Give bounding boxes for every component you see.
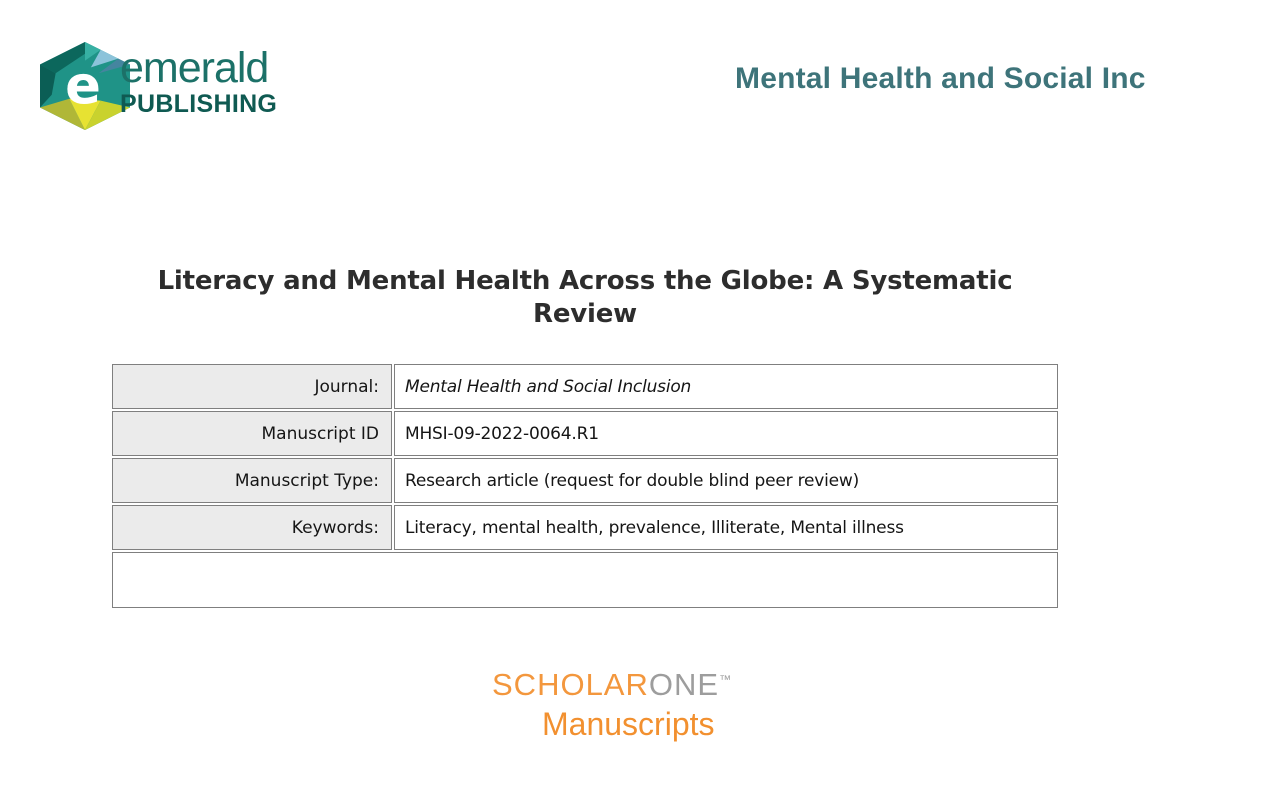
table-row-keywords: Keywords: Literacy, mental health, preva… [112, 505, 1058, 550]
table-row-manuscript-type: Manuscript Type: Research article (reque… [112, 458, 1058, 503]
emerald-publishing-logo-icon: e [40, 41, 130, 131]
manuscript-title-line2: Review [533, 299, 637, 329]
manuscript-type-label: Manuscript Type: [112, 458, 392, 503]
trademark-symbol: ™ [719, 672, 732, 687]
keywords-label: Keywords: [112, 505, 392, 550]
table-row-journal: Journal: Mental Health and Social Inclus… [112, 364, 1058, 409]
publisher-name: emerald [120, 44, 269, 92]
manuscript-type-value: Research article (request for double bli… [394, 458, 1058, 503]
table-row-manuscript-id: Manuscript ID MHSI-09-2022-0064.R1 [112, 411, 1058, 456]
manuscript-id-label: Manuscript ID [112, 411, 392, 456]
keywords-value: Literacy, mental health, prevalence, Ill… [394, 505, 1058, 550]
empty-cell [112, 552, 1058, 608]
scholarone-manuscripts-text: Manuscripts [542, 706, 715, 742]
manuscript-metadata-table: Journal: Mental Health and Social Inclus… [110, 362, 1060, 610]
manuscript-title-line1: Literacy and Mental Health Across the Gl… [157, 266, 1013, 296]
table-row-empty [112, 552, 1058, 608]
publisher-wordmark: emerald PUBLISHING [120, 47, 277, 117]
svg-text:e: e [65, 56, 101, 117]
scholarone-one-text: ONE [648, 667, 720, 702]
journal-label: Journal: [112, 364, 392, 409]
manuscript-id-value: MHSI-09-2022-0064.R1 [394, 411, 1058, 456]
scholarone-manuscripts-logo: SCHOLARONE™ Manuscripts [492, 669, 731, 740]
journal-name-header: Mental Health and Social Inc [735, 62, 1146, 95]
scholarone-scholar-text: SCHOLAR [492, 667, 649, 702]
publisher-name-suffix: PUBLISHING [120, 90, 278, 118]
manuscript-title: Literacy and Mental Health Across the Gl… [111, 265, 1059, 331]
journal-value: Mental Health and Social Inclusion [394, 364, 1058, 409]
scholarone-wordmark: SCHOLARONE™ [492, 669, 731, 700]
